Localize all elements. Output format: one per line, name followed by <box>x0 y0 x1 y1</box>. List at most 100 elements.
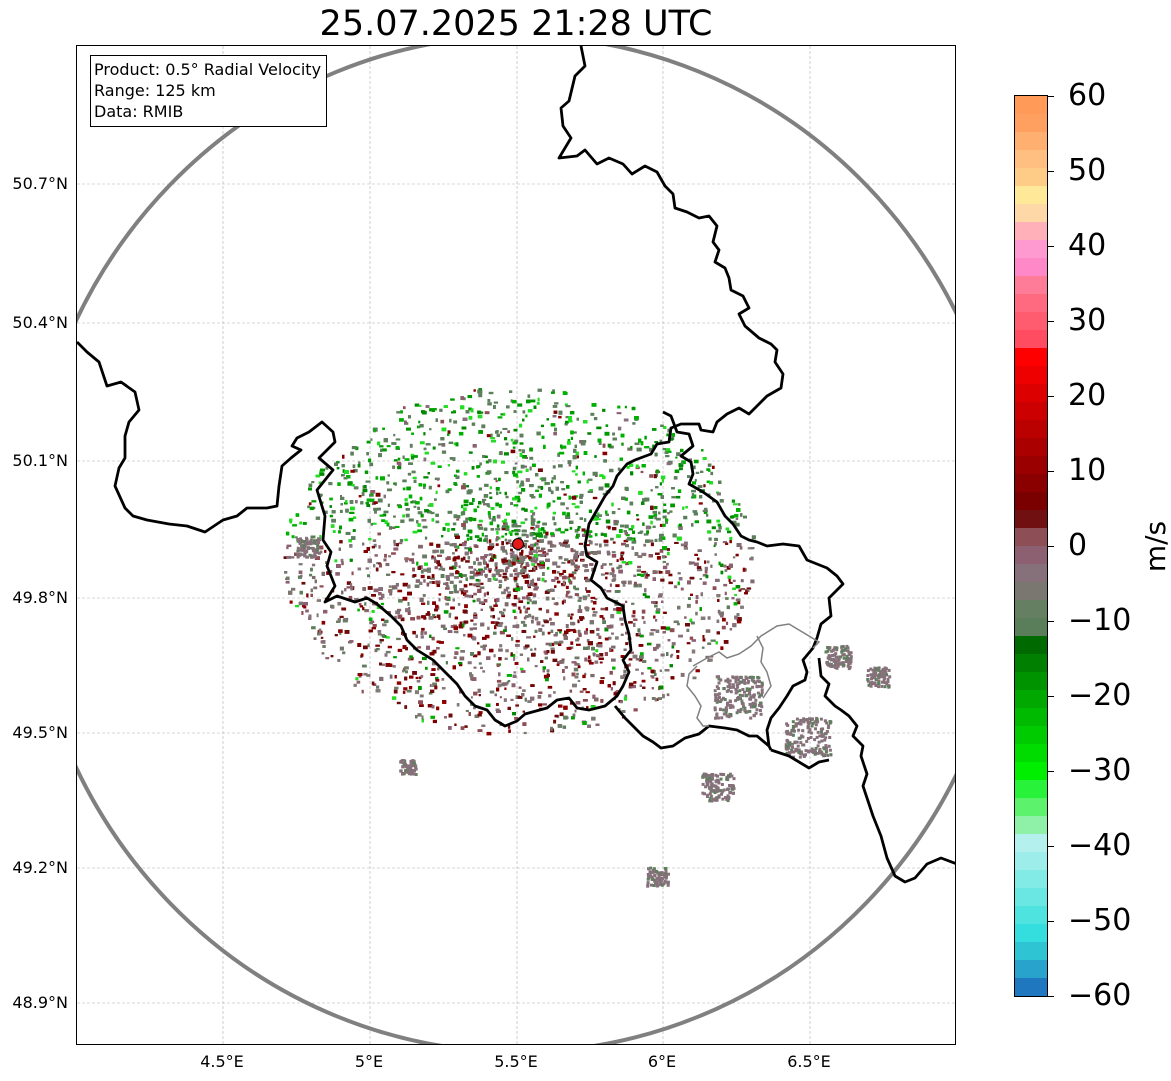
echo-pixel <box>633 574 637 577</box>
echo-pixel <box>477 579 481 582</box>
echo-pixel <box>402 669 405 673</box>
radar-map[interactable] <box>76 45 956 1045</box>
echo-pixel <box>397 505 402 509</box>
echo-pixel <box>417 529 422 533</box>
echo-pixel <box>394 686 399 690</box>
echo-pixel <box>575 566 580 570</box>
echo-pixel <box>547 540 553 545</box>
echo-pixel <box>447 510 453 514</box>
echo-pixel <box>616 534 621 538</box>
echo-pixel <box>520 464 525 469</box>
echo-pixel <box>284 571 288 574</box>
echo-pixel <box>504 562 509 565</box>
echo-pixel <box>643 533 649 536</box>
echo-pixel <box>504 532 508 536</box>
echo-pixel <box>602 443 606 448</box>
echo-pixel <box>517 403 523 407</box>
echo-pixel <box>438 641 444 644</box>
echo-pixel <box>717 599 720 602</box>
echo-pixel <box>650 675 655 678</box>
echo-pixel <box>504 657 508 660</box>
echo-pixel <box>628 658 633 661</box>
echo-pixel <box>490 528 495 531</box>
echo-pixel <box>506 595 511 599</box>
echo-pixel <box>510 438 514 442</box>
echo-pixel <box>588 535 593 538</box>
echo-pixel <box>504 578 507 582</box>
echo-pixel <box>529 484 534 488</box>
echo-pixel <box>515 475 519 478</box>
echo-pixel <box>640 441 644 446</box>
echo-pixel <box>525 414 528 418</box>
echo-pixel <box>451 528 456 531</box>
echo-pixel <box>583 518 587 522</box>
echo-pixel <box>715 578 720 582</box>
echo-pixel <box>563 493 567 496</box>
echo-pixel <box>624 486 628 491</box>
echo-pixel <box>432 682 437 687</box>
echo-pixel <box>529 546 534 551</box>
echo-pixel <box>678 523 682 527</box>
echo-pixel <box>620 433 625 438</box>
echo-pixel <box>407 472 412 476</box>
echo-pixel <box>481 532 484 537</box>
echo-pixel <box>645 525 651 530</box>
echo-pixel <box>390 526 396 529</box>
echo-pixel <box>398 542 403 545</box>
echo-pixel <box>522 418 525 422</box>
echo-pixel <box>713 544 716 548</box>
echo-pixel <box>398 599 403 603</box>
echo-pixel <box>465 577 468 581</box>
echo-pixel <box>577 665 581 669</box>
echo-pixel <box>565 420 569 424</box>
echo-pixel <box>671 645 675 649</box>
echo-pixel <box>486 503 490 507</box>
echo-pixel <box>520 620 526 624</box>
echo-pixel <box>420 513 424 518</box>
echo-pixel <box>654 452 658 457</box>
echo-pixel <box>656 698 659 701</box>
echo-pixel <box>367 586 373 590</box>
echo-pixel <box>477 410 481 414</box>
echo-pixel <box>469 583 473 586</box>
echo-pixel <box>557 571 560 574</box>
echo-pixel <box>561 561 566 564</box>
echo-pixel <box>515 624 520 629</box>
echo-pixel <box>289 518 293 523</box>
echo-pixel <box>472 636 477 641</box>
echo-pixel <box>524 508 528 512</box>
echo-pixel <box>490 437 495 440</box>
echo-pixel <box>504 577 509 580</box>
echo-pixel <box>435 604 439 609</box>
echo-pixel <box>439 408 443 412</box>
echo-pixel <box>325 657 330 660</box>
echo-pixel <box>460 557 464 562</box>
echo-pixel <box>600 607 606 611</box>
echo-pixel <box>426 582 430 587</box>
echo-pixel <box>531 615 535 620</box>
echo-pixel <box>495 502 499 507</box>
echo-pixel <box>646 574 650 577</box>
echo-pixel <box>596 627 600 631</box>
echo-pixel <box>419 704 424 707</box>
echo-pixel <box>396 637 401 641</box>
echo-pixel <box>379 639 384 642</box>
echo-pixel <box>469 502 474 505</box>
echo-pixel <box>493 554 496 558</box>
echo-pixel <box>599 474 604 477</box>
echo-pixel <box>635 658 640 661</box>
echo-pixel <box>575 512 579 515</box>
echo-pixel <box>716 594 721 598</box>
echo-pixel <box>532 463 536 467</box>
echo-pixel <box>712 465 715 469</box>
echo-pixel <box>693 512 698 516</box>
echo-pixel <box>736 619 742 624</box>
echo-pixel <box>530 579 534 584</box>
echo-pixel <box>620 551 625 554</box>
echo-pixel <box>395 438 401 441</box>
echo-pixel <box>410 453 415 458</box>
echo-pixel <box>744 592 748 595</box>
echo-pixel <box>475 579 479 582</box>
echo-pixel <box>716 529 721 533</box>
echo-pixel <box>394 483 397 486</box>
